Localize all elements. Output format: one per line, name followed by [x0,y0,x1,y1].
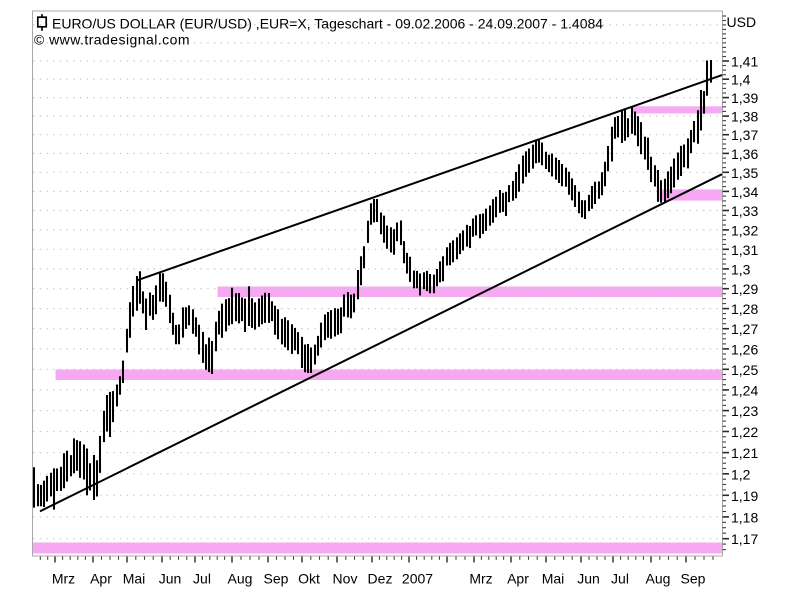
svg-text:EURO/US DOLLAR (EUR/USD) ,EUR=: EURO/US DOLLAR (EUR/USD) ,EUR=X, Tagesch… [52,16,603,32]
svg-text:1,29: 1,29 [731,281,758,297]
svg-text:Mai: Mai [123,571,146,587]
svg-text:1,32: 1,32 [731,222,758,238]
svg-text:Jun: Jun [159,571,182,587]
svg-text:1,24: 1,24 [731,382,758,398]
svg-text:1,17: 1,17 [731,531,758,547]
svg-text:1,33: 1,33 [731,203,758,219]
svg-text:1,27: 1,27 [731,321,758,337]
svg-text:1,4: 1,4 [731,72,751,88]
svg-text:USD: USD [727,14,757,30]
svg-text:Apr: Apr [90,571,112,587]
svg-text:1,18: 1,18 [731,509,758,525]
svg-text:1,36: 1,36 [731,146,758,162]
svg-text:1,2: 1,2 [731,466,751,482]
svg-text:Mai: Mai [542,571,565,587]
svg-text:Mrz: Mrz [469,571,492,587]
svg-text:1,28: 1,28 [731,301,758,317]
svg-text:1,38: 1,38 [731,109,758,125]
svg-text:1,34: 1,34 [731,184,758,200]
svg-text:Aug: Aug [228,571,253,587]
svg-text:Apr: Apr [507,571,529,587]
svg-text:Nov: Nov [333,571,358,587]
svg-text:1,22: 1,22 [731,424,758,440]
svg-text:Jul: Jul [193,571,211,587]
svg-text:2007: 2007 [402,571,433,587]
svg-text:Sep: Sep [681,571,706,587]
svg-text:1,21: 1,21 [731,445,758,461]
svg-text:Aug: Aug [646,571,671,587]
svg-text:1,23: 1,23 [731,403,758,419]
svg-text:Jul: Jul [611,571,629,587]
svg-text:1,19: 1,19 [731,488,758,504]
svg-text:1,41: 1,41 [731,54,758,70]
svg-text:1,31: 1,31 [731,242,758,258]
svg-text:Jun: Jun [577,571,600,587]
svg-text:© www.tradesignal.com: © www.tradesignal.com [34,32,190,48]
svg-text:1,26: 1,26 [731,341,758,357]
svg-text:1,3: 1,3 [731,261,751,277]
svg-text:Mrz: Mrz [52,571,75,587]
svg-text:Okt: Okt [298,571,320,587]
svg-text:1,37: 1,37 [731,127,758,143]
svg-text:Sep: Sep [264,571,289,587]
svg-text:1,25: 1,25 [731,362,758,378]
svg-text:1,35: 1,35 [731,165,758,181]
svg-text:Dez: Dez [368,571,393,587]
svg-text:1,39: 1,39 [731,90,758,106]
